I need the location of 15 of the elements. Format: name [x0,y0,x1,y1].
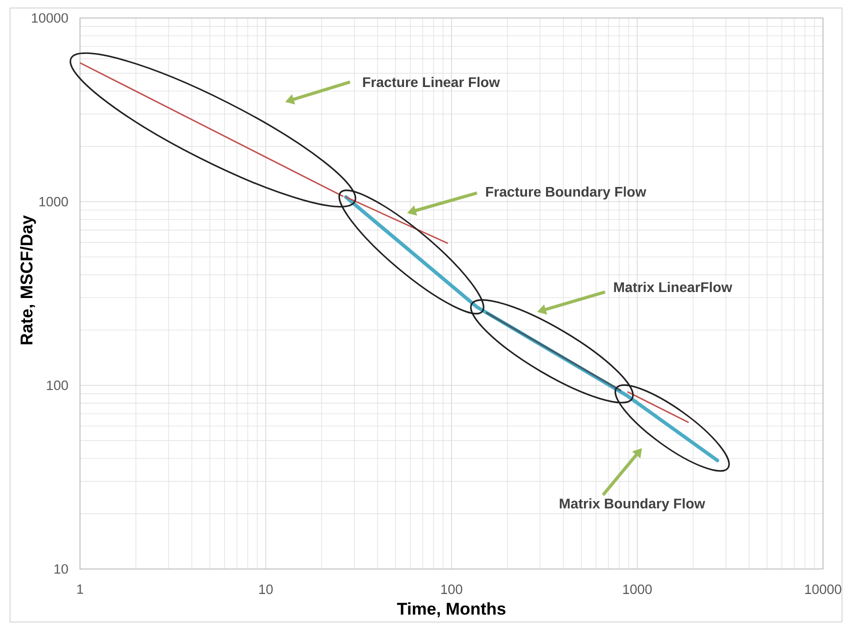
y-tick-label: 10000 [32,13,68,23]
annotation: Matrix LinearFlow [614,282,732,292]
annotation: Fracture Linear Flow [363,76,500,88]
annotation: Fracture Boundary Flow [486,186,646,200]
x-tick-label: 1 [77,584,84,594]
x-tick-label: 10 [259,584,273,594]
x-tick-label: 10000 [805,584,842,594]
x-axis-title: Time, Months [397,602,506,618]
annotation: Matrix Boundary Flow [560,498,706,512]
y-tick-label: 10 [54,564,68,574]
y-tick-label: 1000 [39,196,68,206]
x-tick-label: 1000 [623,584,652,594]
x-tick-label: 100 [441,584,462,594]
y-axis-title: Rate, MSCF/Day [20,215,36,344]
y-tick-label: 100 [46,380,68,390]
